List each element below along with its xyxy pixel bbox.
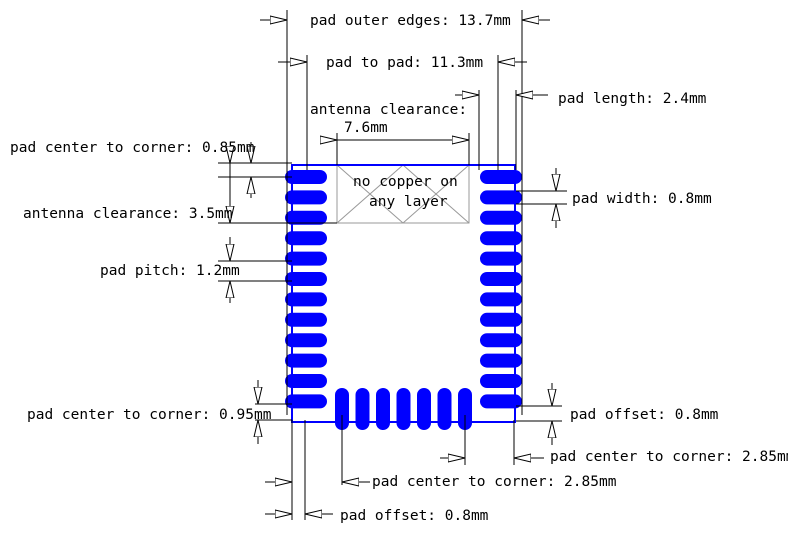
label-pad-to-pad: pad to pad: 11.3mm — [326, 55, 483, 71]
label-antenna-clearance-top: antenna clearance: — [310, 102, 467, 118]
pad-right-8 — [480, 312, 522, 327]
pad-right-7 — [480, 292, 522, 307]
label-pad-length: pad length: 2.4mm — [558, 91, 707, 107]
pad-right-11 — [480, 374, 522, 388]
pad-left-1 — [285, 170, 327, 184]
pad-bottom-2 — [355, 388, 370, 430]
pad-left-7 — [285, 292, 327, 307]
label-antenna-clearance-left: antenna clearance: 3.5mm — [23, 206, 233, 222]
pad-right-2 — [480, 190, 522, 205]
label-pad-offset-right: pad offset: 0.8mm — [570, 407, 719, 423]
pad-bottom-1 — [335, 388, 349, 430]
pad-left-5 — [285, 251, 327, 266]
pad-right-5 — [480, 251, 522, 266]
pad-left-2 — [285, 190, 327, 205]
pad-left-4 — [285, 231, 327, 246]
label-pad-center-corner-top: pad center to corner: 0.85mm — [10, 140, 255, 156]
label-pad-width: pad width: 0.8mm — [572, 191, 712, 207]
label-antenna-clearance-top-value: 7.6mm — [344, 120, 388, 136]
label-outer-edges: pad outer edges: 13.7mm — [310, 13, 511, 29]
pad-bottom-4 — [396, 388, 411, 430]
label-pad-offset-bottom: pad offset: 0.8mm — [340, 508, 489, 524]
pad-left-10 — [285, 353, 327, 368]
pad-bottom-5 — [417, 388, 431, 430]
pad-right-10 — [480, 353, 522, 368]
label-pad-pitch: pad pitch: 1.2mm — [100, 263, 240, 279]
pad-left-3 — [285, 210, 327, 225]
pad-right-3 — [480, 210, 522, 225]
pad-bottom-7 — [458, 388, 472, 430]
pad-group — [285, 170, 522, 430]
pad-right-4 — [480, 231, 522, 246]
pad-right-6 — [480, 272, 522, 286]
keepout-label-line-1: no copper on — [353, 174, 458, 190]
pad-right-9 — [480, 333, 522, 348]
pad-left-9 — [285, 333, 327, 348]
pad-right-12 — [480, 394, 522, 409]
keepout-label-line-2: any layer — [369, 194, 448, 210]
pad-bottom-6 — [437, 388, 452, 430]
pad-bottom-3 — [376, 388, 390, 430]
label-pad-center-corner-right: pad center to corner: 2.85mm — [550, 449, 788, 465]
dimension-lines — [218, 10, 567, 520]
pad-left-6 — [285, 272, 327, 286]
pad-left-12 — [285, 394, 327, 409]
pad-left-11 — [285, 374, 327, 388]
pad-right-1 — [480, 170, 522, 184]
pad-left-8 — [285, 312, 327, 327]
label-pad-center-corner-bottom: pad center to corner: 2.85mm — [372, 474, 617, 490]
label-pad-center-corner-left-bottom: pad center to corner: 0.95mm — [27, 407, 272, 423]
